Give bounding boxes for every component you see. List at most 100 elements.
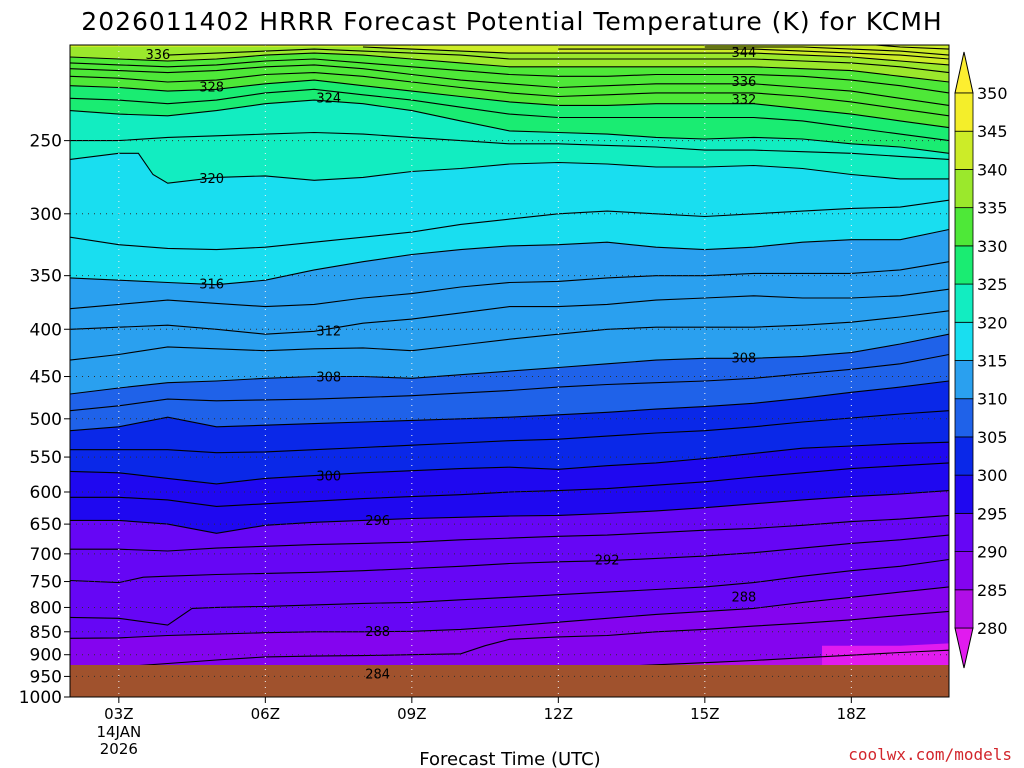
colorbar-tick-label: 340 <box>977 160 1008 179</box>
y-tick-label: 400 <box>30 320 62 340</box>
colorbar-tick-label: 285 <box>977 581 1008 600</box>
contour-label: 324 <box>316 91 341 106</box>
contour-316 <box>70 228 949 286</box>
contour-label: 288 <box>365 625 390 640</box>
contour-label: 336 <box>145 48 170 63</box>
contour-292 <box>70 534 949 584</box>
contour-332 <box>70 64 949 106</box>
contour-304 <box>70 380 949 432</box>
contour-308 <box>70 333 949 395</box>
contour-330 <box>70 72 949 117</box>
y-tick-label: 900 <box>30 646 62 666</box>
colorbar-swatch-285-290 <box>954 551 974 591</box>
contour-342 <box>558 48 949 60</box>
y-tick-label: 1000 <box>19 688 62 708</box>
contour-314 <box>70 261 949 310</box>
contour-338 <box>167 48 949 74</box>
contour-label: 292 <box>595 554 620 569</box>
contour-286 <box>139 610 949 665</box>
y-tick-label: 300 <box>30 205 62 225</box>
x-tick-date: 14JAN <box>96 723 141 741</box>
colorbar-tick-label: 305 <box>977 428 1008 447</box>
contour-label: 344 <box>731 46 756 61</box>
colorbar-tick-label: 290 <box>977 543 1008 562</box>
contour-label: 332 <box>731 93 756 108</box>
contour-300 <box>70 441 949 485</box>
x-tick-label: 12Z <box>544 705 573 723</box>
chart-title: 2026011402 HRRR Forecast Potential Tempe… <box>81 7 942 36</box>
contour-284 <box>639 649 949 665</box>
x-tick-label: 18Z <box>837 705 866 723</box>
y-tick-label: 450 <box>30 368 62 388</box>
colorbar-tick-label: 330 <box>977 237 1008 256</box>
colorbar-swatch-340-345 <box>954 130 974 170</box>
x-tick-label: 03Z <box>104 705 133 723</box>
x-tick-label: 15Z <box>690 705 719 723</box>
colorbar-tick-label: 325 <box>977 275 1008 294</box>
y-tick-label: 250 <box>30 132 62 152</box>
colorbar-swatch-280-285 <box>954 589 974 629</box>
colorbar-max-arrow <box>954 51 974 94</box>
contour-label: 308 <box>731 351 756 366</box>
contour-label: 308 <box>316 370 341 385</box>
colorbar-swatch-295-300 <box>954 474 974 514</box>
contour-label: 296 <box>365 514 390 529</box>
contour-312 <box>70 288 949 335</box>
colorbar-tick-label: 310 <box>977 390 1008 409</box>
x-tick-label: 09Z <box>397 705 426 723</box>
contour-322 <box>70 131 949 160</box>
contour-label: 312 <box>316 324 341 339</box>
y-tick-label: 350 <box>30 267 62 287</box>
y-tick-label: 500 <box>30 410 62 430</box>
colorbar-swatch-310-315 <box>954 360 974 400</box>
plot-frame <box>69 44 950 698</box>
contour-label: 316 <box>199 278 224 293</box>
colorbar-tick-label: 280 <box>977 619 1008 638</box>
colorbar-tick-label: 350 <box>977 84 1008 103</box>
contour-336 <box>70 52 949 83</box>
x-tick-label: 06Z <box>251 705 280 723</box>
contour-288 <box>70 586 949 639</box>
contour-320 <box>70 152 949 184</box>
colorbar-tick-label: 320 <box>977 313 1008 332</box>
contour-302 <box>70 410 949 454</box>
colorbar-swatch-315-320 <box>954 321 974 361</box>
contour-label: 328 <box>199 80 224 95</box>
contour-324 <box>70 99 949 154</box>
contour-290 <box>70 558 949 626</box>
contour-326 <box>70 88 949 142</box>
colorbar-swatch-305-310 <box>954 398 974 438</box>
colorbar-tick-label: 315 <box>977 352 1008 371</box>
contour-328 <box>70 79 949 129</box>
contour-344 <box>704 46 949 56</box>
colorbar-swatch-290-295 <box>954 512 974 552</box>
ground-fill <box>70 665 949 697</box>
y-tick-label: 800 <box>30 598 62 618</box>
contour-318 <box>70 199 949 251</box>
y-tick-label: 950 <box>30 667 62 687</box>
x-tick-year: 2026 <box>100 740 138 758</box>
colorbar-swatch-345-350 <box>954 92 974 132</box>
colorbar-swatch-320-325 <box>954 283 974 323</box>
contour-296 <box>70 490 949 534</box>
contour-label: 288 <box>731 590 756 605</box>
contour-label: 320 <box>199 172 224 187</box>
contour-346 <box>875 45 949 50</box>
y-tick-label: 600 <box>30 483 62 503</box>
credit-text: coolwx.com/models <box>848 745 1012 764</box>
contour-298 <box>70 462 949 507</box>
band-fill-284-288 <box>70 586 949 665</box>
colorbar-swatch-325-330 <box>954 245 974 285</box>
colorbar-tick-label: 295 <box>977 504 1008 523</box>
colorbar-tick-label: 335 <box>977 199 1008 218</box>
contour-310 <box>70 310 949 361</box>
contour-label: 284 <box>365 667 390 682</box>
contour-294 <box>70 514 949 552</box>
colorbar-tick-label: 300 <box>977 466 1008 485</box>
y-tick-label: 700 <box>30 545 62 565</box>
colorbar-min-arrow <box>954 627 974 669</box>
band-fill-below-280 <box>822 643 949 665</box>
y-tick-label: 850 <box>30 623 62 643</box>
contour-334 <box>70 58 949 94</box>
